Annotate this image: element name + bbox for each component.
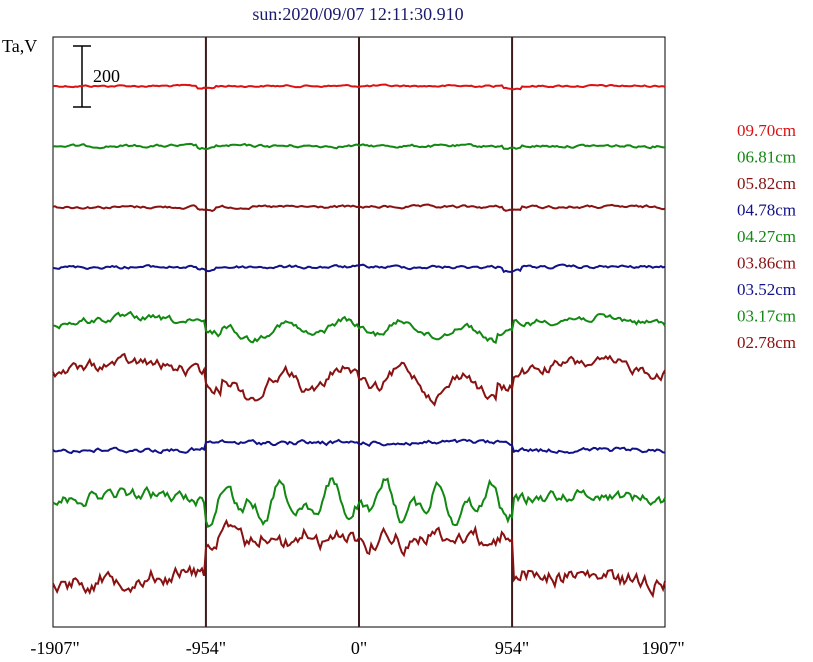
series-group	[52, 83, 666, 599]
series-line-03.17cm	[52, 477, 666, 528]
series-line-03.86cm	[52, 352, 666, 407]
x-tick-labels: -1907" -954" 0" 954" 1907"	[30, 638, 684, 658]
scale-bar-label: 200	[93, 66, 120, 86]
legend-entry-7: 03.17cm	[737, 307, 796, 326]
legend-entry-3: 04.78cm	[737, 201, 796, 220]
chart-title: sun:2020/09/07 12:11:30.910	[252, 4, 463, 24]
legend-entry-2: 05.82cm	[737, 174, 796, 193]
series-line-09.70cm	[52, 83, 666, 91]
x-tick-label-1: -954"	[186, 638, 226, 658]
x-tick-label-2: 0"	[351, 638, 367, 658]
series-line-04.78cm	[52, 263, 666, 274]
legend-entry-8: 02.78cm	[737, 333, 796, 352]
x-tick-label-3: 954"	[495, 638, 529, 658]
series-line-03.52cm	[52, 438, 666, 455]
series-line-05.82cm	[52, 203, 666, 213]
scale-bar: 200	[73, 45, 120, 108]
x-tick-label-4: 1907"	[641, 638, 684, 658]
series-line-06.81cm	[52, 142, 666, 151]
legend-entry-0: 09.70cm	[737, 121, 796, 140]
legend-entry-4: 04.27cm	[737, 227, 796, 246]
legend-entry-6: 03.52cm	[737, 280, 796, 299]
legend: 09.70cm 06.81cm 05.82cm 04.78cm 04.27cm 03.86…	[737, 121, 796, 352]
legend-entry-5: 03.86cm	[737, 254, 796, 273]
series-line-02.78cm	[52, 518, 666, 599]
legend-entry-1: 06.81cm	[737, 148, 796, 167]
series-line-04.27cm	[52, 310, 666, 344]
x-tick-label-0: -1907"	[30, 638, 79, 658]
y-axis-label: Ta,V	[2, 36, 37, 56]
